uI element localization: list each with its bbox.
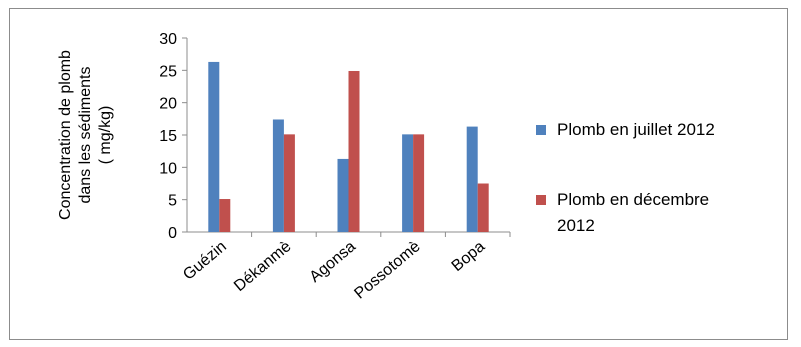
bar-decembre xyxy=(219,199,231,232)
y-tick-label: 25 xyxy=(159,63,177,80)
category-label: Bopa xyxy=(449,238,489,275)
y-axis-label: ( mg/kg) xyxy=(97,106,114,165)
y-tick-label: 0 xyxy=(168,225,177,242)
y-tick-label: 10 xyxy=(159,160,177,177)
y-tick-label: 15 xyxy=(159,128,177,145)
legend-swatch xyxy=(536,195,546,205)
bar-juillet xyxy=(337,158,349,232)
category-label: Agonsa xyxy=(307,238,360,286)
y-axis-label: Concentration de plomb xyxy=(57,50,74,220)
bar-juillet xyxy=(272,119,284,232)
y-axis-label: dans les sédiments xyxy=(77,67,94,204)
category-label: Guézin xyxy=(180,238,230,284)
bar-juillet xyxy=(466,126,478,232)
category-label: Possotomè xyxy=(351,238,423,303)
bar-juillet xyxy=(402,134,414,232)
y-tick-label: 5 xyxy=(168,193,177,210)
legend-swatch xyxy=(536,125,546,135)
legend-label: 2012 xyxy=(557,216,595,235)
category-label: Dékanmè xyxy=(231,238,294,295)
legend-label: Plomb en décembre xyxy=(557,190,709,209)
y-tick-label: 20 xyxy=(159,96,177,113)
chart-frame xyxy=(9,8,788,340)
bar-decembre xyxy=(477,183,489,232)
y-tick-label: 30 xyxy=(159,31,177,48)
legend-label: Plomb en juillet 2012 xyxy=(557,120,715,139)
bar-decembre xyxy=(283,134,295,232)
bar-decembre xyxy=(348,70,360,232)
bar-decembre xyxy=(413,134,425,232)
bar-juillet xyxy=(208,61,220,232)
